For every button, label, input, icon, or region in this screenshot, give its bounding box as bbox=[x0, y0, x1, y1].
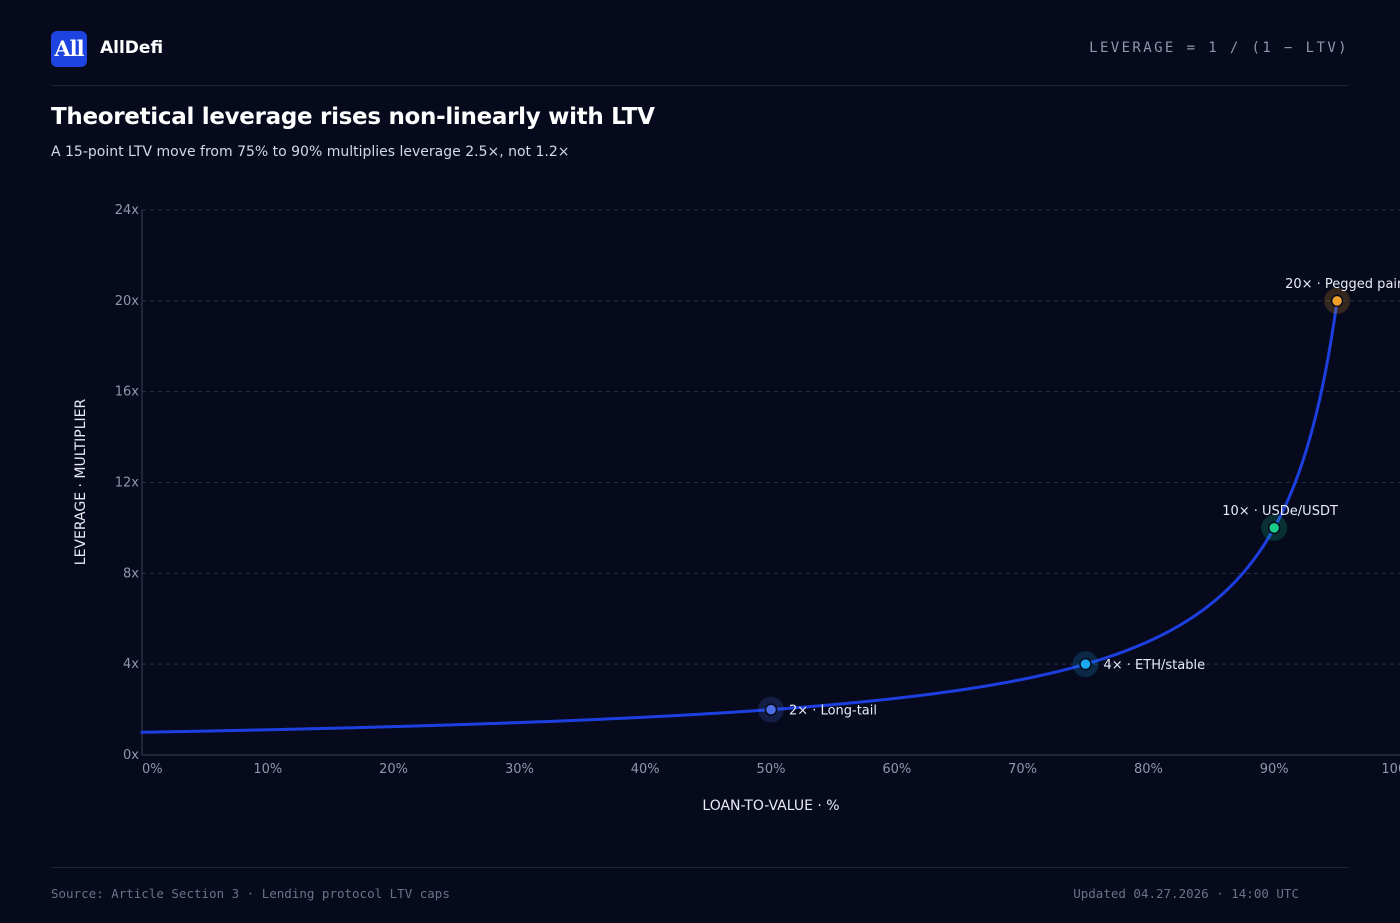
alldefi-logo[interactable]: All bbox=[51, 31, 87, 67]
updated-timestamp: Updated 04.27.2026 · 14:00 UTC bbox=[1073, 886, 1299, 901]
chart-title: Theoretical leverage rises non-linearly … bbox=[51, 104, 655, 130]
axes bbox=[141, 210, 1400, 756]
data-point bbox=[1267, 521, 1281, 535]
point-label: 4× · ETH/stable bbox=[1104, 658, 1206, 673]
x-tick-label: 50% bbox=[757, 762, 786, 777]
x-axis-label: LOAN-TO-VALUE · % bbox=[702, 798, 839, 814]
x-tick-label: 40% bbox=[631, 762, 660, 777]
y-tick-label: 24x bbox=[115, 203, 140, 218]
highlight-points: 2× · Long-tail 4× · ETH/stable 10× · USDe/… bbox=[758, 277, 1400, 723]
point-label: 10× · USDe/USDT bbox=[1222, 504, 1338, 519]
x-tick-label: 10% bbox=[253, 762, 282, 777]
point-label: 20× · Pegged pairs bbox=[1285, 277, 1400, 292]
y-tick-label: 12x bbox=[115, 476, 140, 491]
x-tick-label: 100% bbox=[1381, 762, 1400, 777]
point-label: 2× · Long-tail bbox=[789, 704, 877, 719]
header: All AllDefi LEVERAGE = 1 / (1 − LTV) bbox=[51, 30, 1349, 86]
data-point bbox=[1079, 657, 1092, 671]
y-tick-label: 20x bbox=[115, 294, 140, 309]
x-tick-label: 0% bbox=[142, 762, 163, 777]
y-tick-label: 0x bbox=[123, 748, 139, 763]
data-point bbox=[764, 703, 778, 716]
brand-name: AllDefi bbox=[100, 38, 164, 58]
y-tick-label: 4x bbox=[123, 657, 139, 672]
x-tick-label: 20% bbox=[379, 762, 408, 777]
y-tick-label: 8x bbox=[123, 566, 139, 581]
footer-divider bbox=[51, 867, 1349, 868]
chart-subtitle: A 15-point LTV move from 75% to 90% mult… bbox=[51, 144, 570, 160]
y-tick-label: 16x bbox=[115, 385, 140, 400]
x-tick-label: 80% bbox=[1134, 762, 1163, 777]
leverage-formula: LEVERAGE = 1 / (1 − LTV) bbox=[1089, 40, 1349, 56]
leverage-curve bbox=[140, 299, 1339, 734]
data-point bbox=[1330, 294, 1344, 308]
x-tick-label: 90% bbox=[1260, 762, 1289, 777]
x-tick-label: 70% bbox=[1008, 762, 1037, 777]
x-tick-label: 60% bbox=[882, 762, 911, 777]
x-tick-label: 30% bbox=[505, 762, 534, 777]
y-axis-label: LEVERAGE · MULTIPLIER bbox=[73, 399, 89, 566]
source-note: Source: Article Section 3 · Lending prot… bbox=[51, 886, 450, 901]
grid-lines bbox=[142, 209, 1400, 665]
tick-labels: 0x 4x 8x 12x 16x 20x 24x 0% 10% 20% 30% 40% 50% 60% 70… bbox=[115, 203, 1400, 777]
leverage-line bbox=[140, 299, 1339, 734]
